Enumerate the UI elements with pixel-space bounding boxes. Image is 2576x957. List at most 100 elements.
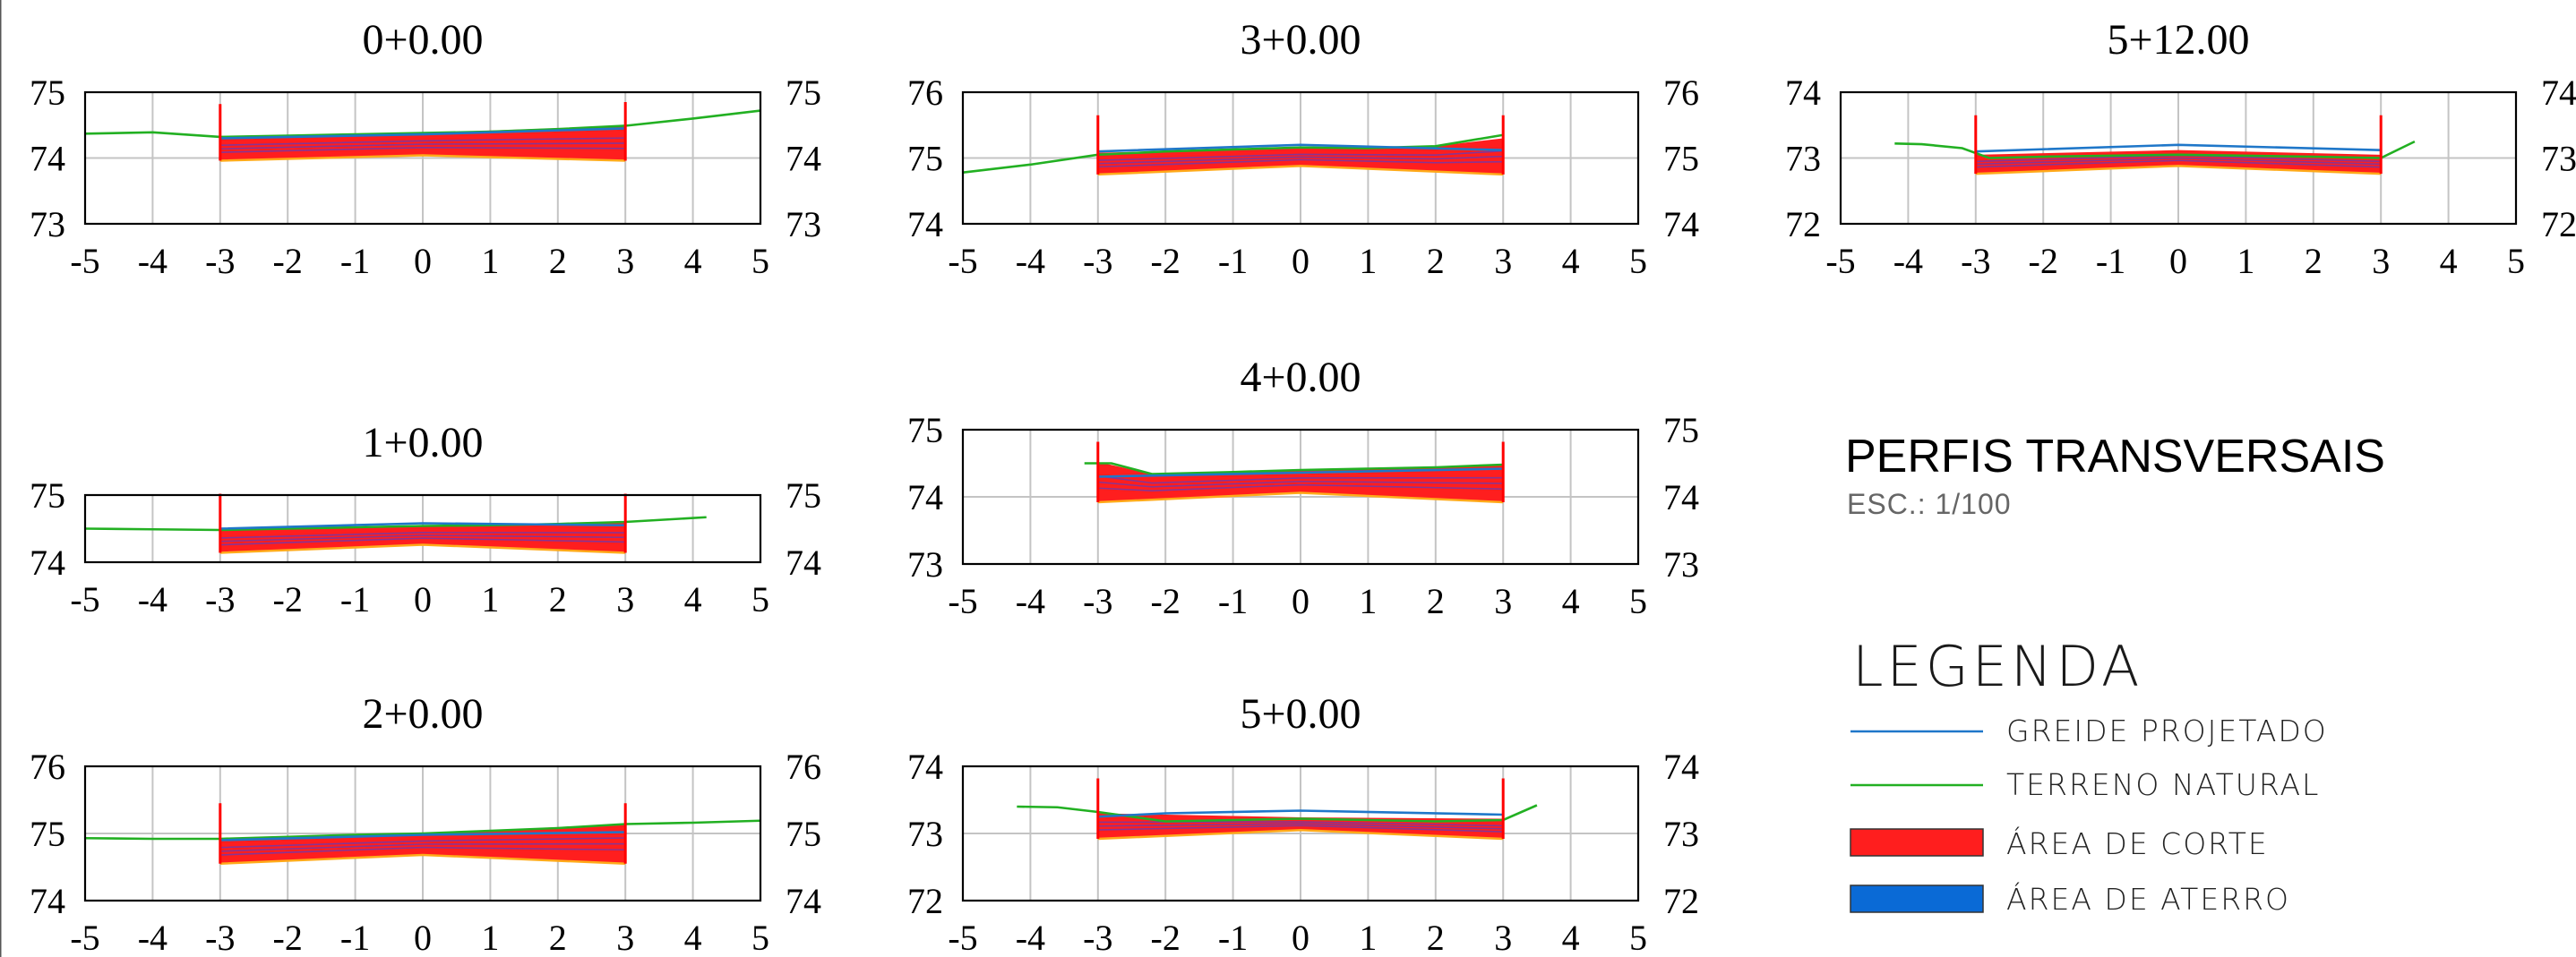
corte-layer-line (219, 137, 626, 147)
legend-corte-label: ÁREA DE CORTE (2006, 825, 2269, 861)
corte-layer-line (1097, 150, 1504, 161)
x-tick-label: -1 (1218, 918, 1248, 957)
terreno-natural-line (84, 819, 761, 841)
corte-bottom-edge (1097, 828, 1504, 841)
corte-layer-line (1097, 155, 1504, 165)
x-tick-label: 4 (684, 918, 702, 957)
section-title: 5+12.00 (2107, 16, 2249, 64)
terreno-natural-line (1017, 804, 1538, 823)
x-tick-label: -1 (340, 241, 370, 281)
x-tick-label: -5 (948, 918, 977, 957)
x-tick-label: 5 (751, 579, 769, 619)
x-tick-label: 4 (684, 241, 702, 281)
x-tick-label: 1 (1359, 241, 1377, 281)
x-tick-label: 1 (481, 241, 499, 281)
terreno-natural-line (1894, 140, 2416, 159)
x-tick-label: -1 (340, 918, 370, 957)
y-tick-label-left: 73 (907, 544, 943, 585)
x-tick-label: -3 (205, 579, 235, 619)
x-tick-label: 3 (616, 918, 634, 957)
y-tick-label-left: 73 (1785, 139, 1821, 179)
x-tick-label: 5 (1629, 918, 1647, 957)
x-tick-label: 0 (414, 918, 432, 957)
legend: LEGENDA GREIDE PROJETADO TERRENO NATURAL… (1850, 634, 2328, 917)
legend-title: LEGENDA (1852, 634, 2142, 699)
y-tick-label-left: 74 (907, 204, 943, 244)
greide-projetado-line (219, 127, 626, 140)
y-tick-label-left: 74 (30, 881, 65, 921)
x-tick-label: -1 (2096, 241, 2125, 281)
x-tick-label: -4 (138, 579, 167, 619)
x-tick-label: -4 (138, 241, 167, 281)
x-tick-label: -1 (340, 579, 370, 619)
section-chart-2: 1+0.00 -5 -4 -3 -2 -1 0 1 2 3 4 5 74 74 75 75 (30, 419, 821, 619)
section-title: 4+0.00 (1240, 354, 1361, 401)
x-tick-label: 4 (1562, 581, 1580, 621)
x-tick-label: 2 (1427, 918, 1445, 957)
y-tick-label-left: 72 (1785, 204, 1821, 244)
x-tick-label: -4 (1016, 918, 1045, 957)
x-tick-label: 0 (1292, 918, 1309, 957)
y-tick-label-right: 72 (1663, 881, 1699, 921)
x-tick-label: 3 (616, 241, 634, 281)
x-tick-label: 0 (414, 241, 432, 281)
x-tick-label: -1 (1218, 241, 1248, 281)
corte-layer-line (219, 534, 626, 543)
corte-bottom-edge (1097, 491, 1504, 504)
plot-frame (83, 765, 762, 902)
plot-frame (961, 90, 1640, 226)
y-tick-label-left: 74 (30, 139, 65, 179)
x-tick-label: -2 (273, 241, 303, 281)
x-tick-label: 2 (1427, 581, 1445, 621)
legend-aterro-label: ÁREA DE ATERRO (2006, 881, 2290, 917)
x-tick-label: 3 (1494, 581, 1512, 621)
corte-layer-line (1097, 474, 1504, 484)
x-tick-label: 2 (549, 241, 567, 281)
x-tick-label: 3 (2372, 241, 2390, 281)
plot-frame (961, 765, 1640, 902)
legend-greide-label: GREIDE PROJETADO (2006, 713, 2328, 748)
x-tick-label: 3 (1494, 918, 1512, 957)
y-tick-label-right: 76 (1663, 73, 1699, 113)
corte-layer-line (1975, 159, 2382, 168)
corte-bottom-edge (219, 154, 626, 162)
y-tick-label-left: 73 (907, 814, 943, 854)
x-tick-label: -3 (205, 241, 235, 281)
y-tick-label-left: 75 (30, 475, 65, 516)
x-tick-label: 0 (1292, 581, 1309, 621)
greide-projetado-line (1097, 809, 1504, 818)
x-tick-label: 5 (2507, 241, 2525, 281)
section-title: 0+0.00 (362, 16, 483, 64)
sheet-title: PERFIS TRANSVERSAIS (1845, 431, 2385, 483)
x-tick-label: -5 (70, 241, 99, 281)
corte-layer-line (1097, 825, 1504, 833)
x-tick-label: 1 (1359, 581, 1377, 621)
y-tick-label-left: 75 (30, 814, 65, 854)
greide-projetado-line (1097, 143, 1504, 153)
x-tick-label: 0 (414, 579, 432, 619)
corte-layer-line (219, 537, 626, 546)
y-tick-label-left: 74 (907, 747, 943, 787)
y-tick-label-right: 73 (1663, 814, 1699, 854)
y-tick-label-right: 76 (786, 747, 821, 787)
x-tick-label: 5 (1629, 241, 1647, 281)
x-tick-label: -5 (948, 241, 977, 281)
corte-layer-line (1975, 157, 2382, 166)
plot-frame (961, 428, 1640, 566)
y-tick-label-left: 74 (907, 477, 943, 517)
corte-layer-line (219, 842, 626, 852)
legend-corte-swatch (1850, 828, 1984, 857)
x-tick-label: 1 (1359, 918, 1377, 957)
corte-layer-line (219, 532, 626, 539)
section-chart-7: 5+12.00 -5 -4 -3 -2 -1 0 1 2 3 4 5 72 72 73 73 74 74 (1785, 16, 2576, 281)
section-chart-3: 2+0.00 -5 -4 -3 -2 -1 0 1 2 3 4 5 74 74 75 75 76 76 (30, 690, 821, 957)
x-tick-label: 1 (481, 579, 499, 619)
terreno-natural-line (84, 516, 707, 532)
legend-terreno-label: TERRENO NATURAL (2006, 767, 2320, 802)
x-tick-label: 2 (549, 918, 567, 957)
corte-layer-line (219, 147, 626, 153)
section-title: 5+0.00 (1240, 690, 1361, 738)
plot-frame (83, 90, 762, 226)
x-tick-label: -3 (1083, 581, 1112, 621)
x-tick-label: -4 (1016, 241, 1045, 281)
